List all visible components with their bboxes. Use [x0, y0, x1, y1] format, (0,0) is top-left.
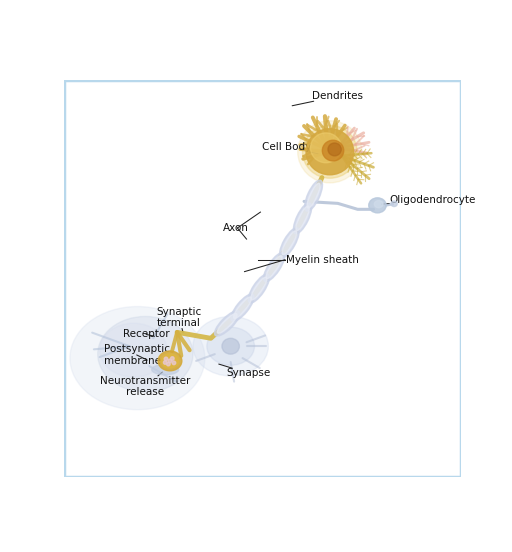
Ellipse shape: [251, 277, 267, 300]
Text: Receptor: Receptor: [123, 330, 169, 339]
Circle shape: [166, 362, 170, 366]
Ellipse shape: [193, 316, 268, 376]
Ellipse shape: [293, 203, 312, 233]
Circle shape: [164, 357, 168, 360]
Ellipse shape: [152, 364, 179, 375]
Ellipse shape: [369, 198, 386, 213]
Text: Postsynaptic
membrane: Postsynaptic membrane: [103, 344, 169, 366]
Text: Dendrites: Dendrites: [292, 91, 363, 106]
Ellipse shape: [374, 200, 383, 208]
Text: Axon: Axon: [223, 223, 249, 233]
Text: Synapse: Synapse: [219, 364, 271, 378]
Ellipse shape: [323, 140, 344, 161]
Ellipse shape: [305, 180, 323, 211]
Ellipse shape: [264, 253, 285, 282]
Ellipse shape: [303, 125, 357, 178]
Ellipse shape: [100, 323, 167, 377]
Ellipse shape: [280, 228, 299, 258]
Ellipse shape: [282, 231, 296, 254]
Ellipse shape: [310, 133, 342, 163]
Ellipse shape: [215, 311, 240, 336]
Ellipse shape: [297, 121, 362, 183]
Ellipse shape: [207, 327, 254, 365]
Circle shape: [172, 361, 176, 365]
Ellipse shape: [391, 201, 397, 206]
Ellipse shape: [266, 256, 282, 279]
Ellipse shape: [328, 143, 342, 156]
Ellipse shape: [70, 306, 205, 410]
Circle shape: [168, 359, 172, 363]
Circle shape: [163, 360, 167, 364]
Text: Oligodendrocyte: Oligodendrocyte: [381, 195, 476, 205]
Ellipse shape: [217, 314, 237, 333]
Text: Myelin sheath: Myelin sheath: [286, 254, 359, 265]
Ellipse shape: [158, 351, 182, 371]
Ellipse shape: [307, 183, 320, 208]
Circle shape: [170, 357, 174, 360]
Ellipse shape: [161, 354, 179, 368]
Ellipse shape: [231, 294, 254, 321]
Text: Synaptic
terminal: Synaptic terminal: [157, 307, 202, 332]
Ellipse shape: [248, 274, 269, 303]
Ellipse shape: [306, 129, 354, 175]
Text: Neurotransmitter
release: Neurotransmitter release: [100, 372, 190, 397]
Ellipse shape: [233, 297, 251, 319]
Ellipse shape: [296, 206, 309, 231]
Text: Cell Body: Cell Body: [262, 142, 318, 154]
Ellipse shape: [98, 316, 193, 392]
Ellipse shape: [222, 338, 240, 354]
